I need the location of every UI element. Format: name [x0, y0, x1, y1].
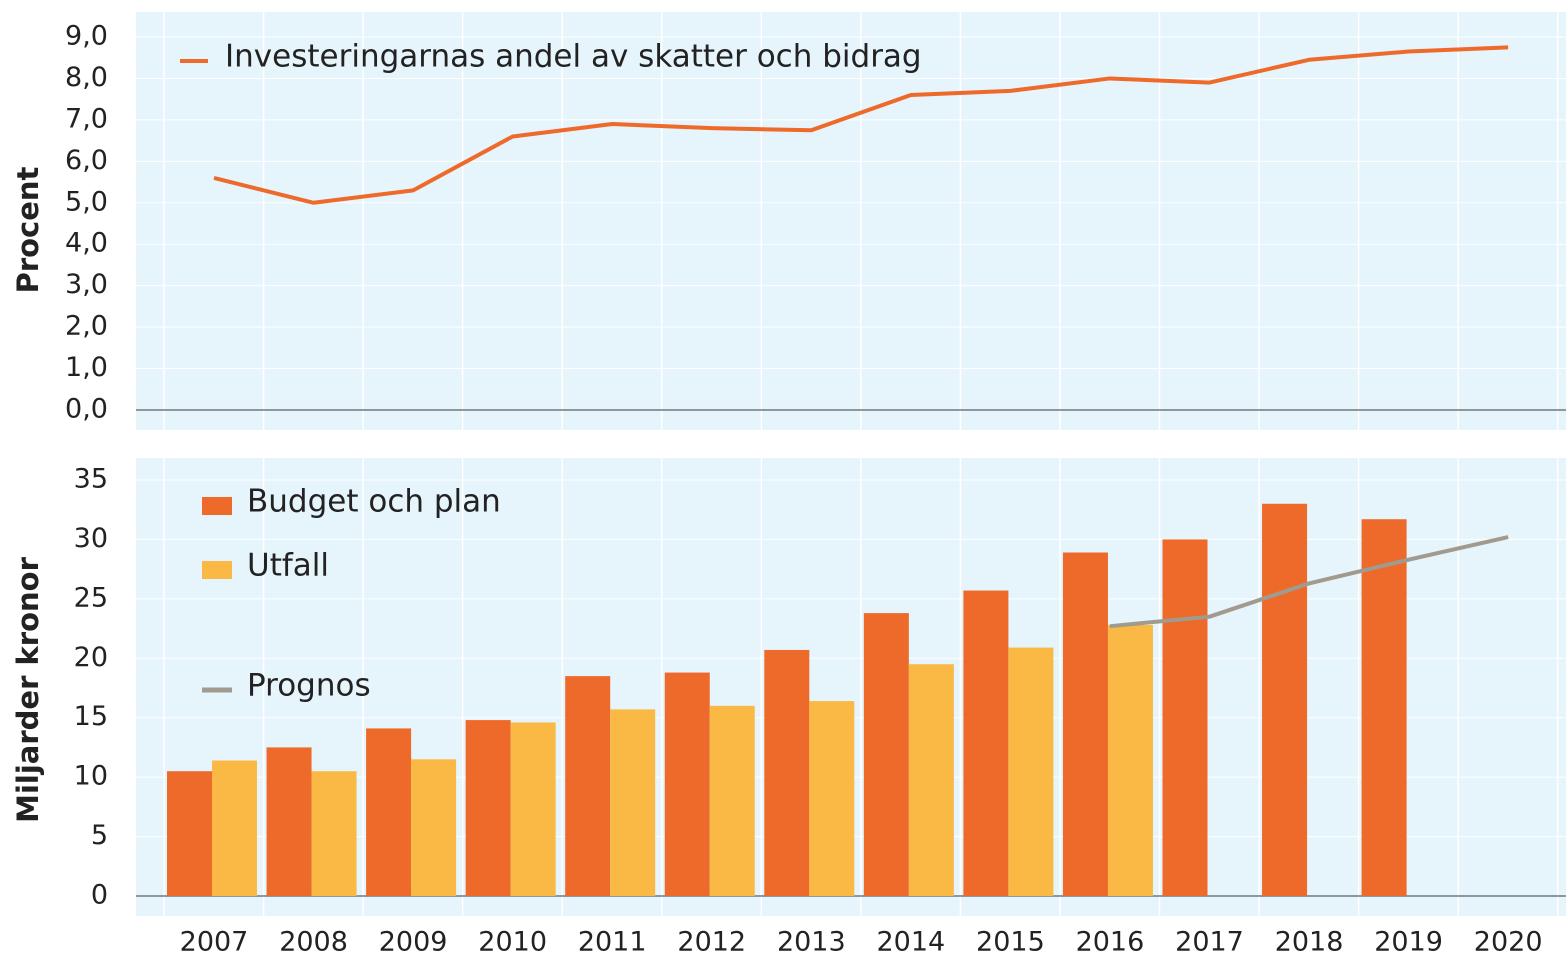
- y-tick-label: 3,0: [65, 269, 108, 300]
- x-tick-label: 2009: [379, 927, 448, 958]
- bar: [465, 720, 511, 896]
- panel-bg: [136, 12, 1566, 430]
- bar: [565, 676, 611, 896]
- bar: [1008, 647, 1054, 896]
- legend-label: Investeringarnas andel av skatter och bi…: [225, 39, 922, 75]
- y-tick-label: 15: [74, 701, 108, 732]
- x-tick-label: 2010: [478, 927, 547, 958]
- x-tick-label: 2020: [1474, 927, 1543, 958]
- bar: [212, 760, 257, 896]
- y-tick-label: 9,0: [65, 21, 108, 52]
- bar: [1162, 539, 1208, 896]
- legend-swatch: [202, 561, 232, 579]
- bar: [1262, 503, 1308, 896]
- legend-swatch: [202, 497, 232, 515]
- y-axis-title: Miljarder kronor: [11, 556, 45, 822]
- y-tick-label: 1,0: [65, 352, 108, 383]
- bar: [1107, 625, 1153, 896]
- bar: [1361, 519, 1407, 896]
- line: [213, 45, 1509, 205]
- bar: [963, 590, 1009, 896]
- y-tick-label: 20: [74, 642, 108, 673]
- x-tick-label: 2017: [1175, 927, 1244, 958]
- y-axis-title: Procent: [11, 166, 45, 293]
- y-tick-label: 25: [74, 582, 108, 613]
- bar: [610, 709, 656, 896]
- y-tick-label: 0: [91, 880, 108, 911]
- bar: [266, 747, 312, 896]
- y-tick-label: 7,0: [65, 103, 108, 134]
- x-tick-label: 2015: [976, 927, 1045, 958]
- bar: [664, 672, 710, 896]
- x-tick-label: 2008: [279, 927, 348, 958]
- plot: 0,0 1,0 2,0 3,0 4,0 5,0 6,0 7,0 8,0 9,0 Investerin…: [65, 12, 1566, 958]
- y-tick-label: 4,0: [65, 228, 108, 259]
- bar: [809, 701, 855, 896]
- x-tick-label: 2007: [180, 927, 249, 958]
- bar: [411, 759, 457, 896]
- y-tick-label: 8,0: [65, 62, 108, 93]
- bar: [1062, 552, 1108, 896]
- bar: [366, 728, 412, 896]
- legend-label: Prognos: [247, 668, 371, 704]
- x-tick-label: 2016: [1076, 927, 1145, 958]
- legend-label: Utfall: [247, 548, 329, 584]
- y-tick-label: 0,0: [65, 394, 108, 425]
- y-tick-label: 6,0: [65, 145, 108, 176]
- bar: [510, 722, 556, 896]
- y-tick-label: 35: [74, 464, 108, 495]
- bar: [311, 771, 357, 896]
- y-tick-label: 30: [74, 523, 108, 554]
- x-tick-label: 2014: [876, 927, 945, 958]
- bar: [908, 664, 954, 896]
- bar: [167, 771, 212, 896]
- x-tick-label: 2018: [1275, 927, 1344, 958]
- x-tick-label: 2011: [578, 927, 647, 958]
- bar: [709, 705, 755, 896]
- y-tick-label: 10: [74, 761, 108, 792]
- y-tick-label: 5,0: [65, 186, 108, 217]
- line: [1109, 535, 1509, 629]
- bar: [764, 649, 810, 896]
- y-tick-label: 2,0: [65, 311, 108, 342]
- x-tick-label: 2019: [1374, 927, 1443, 958]
- x-tick-label: 2013: [777, 927, 846, 958]
- y-tick-label: 5: [91, 820, 108, 851]
- x-tick-label: 2012: [677, 927, 746, 958]
- legend-label: Budget och plan: [247, 484, 501, 520]
- bar: [863, 613, 909, 896]
